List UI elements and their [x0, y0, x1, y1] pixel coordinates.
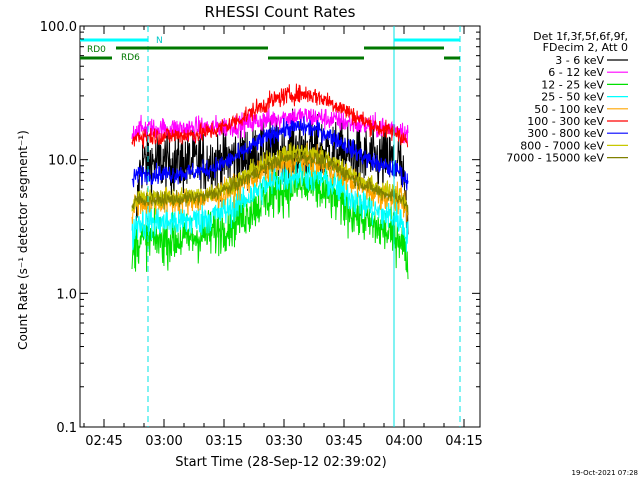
- series-line-8: [131, 150, 409, 216]
- x-tick-label: 02:45: [85, 434, 122, 449]
- x-tick-label: 03:30: [265, 434, 302, 449]
- x-tick-label: 03:45: [325, 434, 362, 449]
- series-line-2: [131, 158, 409, 280]
- legend: Det 1f,3f,5f,6f,9f, FDecim 2, Att 0 3 - …: [506, 30, 628, 165]
- y-tick-label: 10.0: [48, 154, 77, 169]
- series-line-1: [131, 107, 409, 144]
- legend-entry-label: 100 - 300 keV: [527, 115, 604, 128]
- footer-timestamp: 19-Oct-2021 07:28: [572, 469, 638, 477]
- legend-header-2: FDecim 2, Att 0: [543, 41, 628, 54]
- x-tick-label: 03:15: [205, 434, 242, 449]
- x-axis: 02:45 03:00 03:15 03:30 03:45 04:00 04:15: [83, 26, 483, 449]
- series-layer: [131, 83, 409, 280]
- legend-entry-label: 800 - 7000 keV: [520, 139, 604, 152]
- y-tick-label: 0.1: [56, 421, 77, 436]
- legend-entry-label: 50 - 100 keV: [534, 103, 604, 116]
- attenuator-label-rd0: RD0: [87, 45, 106, 55]
- annotation-layer: N RD0 RD6: [80, 26, 461, 427]
- x-axis-label: Start Time (28-Sep-12 02:39:02): [175, 455, 386, 470]
- legend-entry-label: 300 - 800 keV: [527, 127, 604, 140]
- chart-title: RHESSI Count Rates: [205, 3, 356, 21]
- day-night-label: N: [156, 36, 163, 46]
- legend-header-1: Det 1f,3f,5f,6f,9f,: [533, 30, 628, 43]
- y-axis-label: Count Rate (s⁻¹ detector segment⁻¹): [16, 130, 30, 350]
- legend-entry-label: 12 - 25 keV: [541, 78, 604, 91]
- legend-entry-label: 25 - 50 keV: [541, 91, 604, 104]
- x-tick-label: 04:15: [445, 434, 482, 449]
- series-line-5: [131, 83, 409, 149]
- x-tick-label: 04:00: [385, 434, 422, 449]
- y-axis: 100.0 10.0 1.0 0.1: [40, 20, 480, 436]
- x-tick-label: 03:00: [145, 434, 182, 449]
- legend-entry-label: 3 - 6 keV: [555, 54, 604, 67]
- attenuator-label-rd6: RD6: [121, 53, 140, 63]
- y-tick-label: 1.0: [56, 287, 77, 302]
- legend-entry-label: 7000 - 15000 keV: [506, 152, 604, 165]
- series-line-6: [131, 116, 409, 191]
- y-tick-label: 100.0: [40, 20, 77, 35]
- plot-area: N RD0 RD6: [79, 25, 481, 428]
- legend-entry-label: 6 - 12 keV: [548, 66, 604, 79]
- plot-frame: [79, 25, 481, 428]
